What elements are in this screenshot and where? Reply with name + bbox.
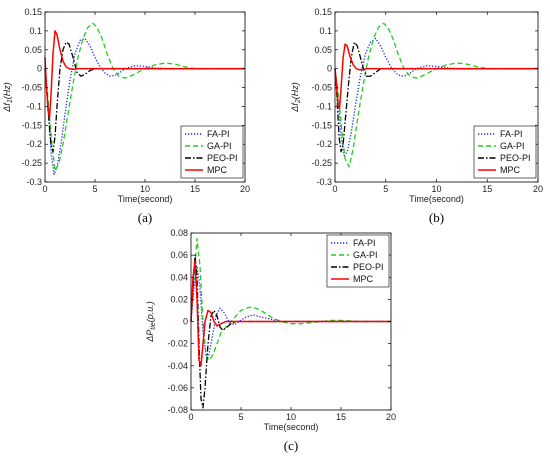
y-tick-label: 0 [37, 64, 42, 74]
y-tick-label: 0.15 [314, 7, 332, 17]
series-line-ga-pi [190, 237, 391, 361]
y-tick-label: 0.1 [29, 26, 42, 36]
series-line-mpc [44, 30, 245, 119]
y-tick-label: -0.15 [21, 120, 42, 130]
x-tick-label: 15 [482, 184, 492, 194]
y-tick-label: -0.05 [21, 83, 42, 93]
y-tick-label: -0.1 [316, 101, 332, 111]
series-line-mpc [190, 259, 391, 367]
panel-caption: (c) [284, 438, 298, 453]
x-tick-label: 0 [332, 184, 337, 194]
legend-label-mpc: MPC [353, 274, 374, 284]
y-tick-label: -0.05 [311, 83, 332, 93]
panel-c: 0 5 10 15 20 -0.08 -0.06 -0.04 -0.02 0 0.02 0.04 0.0… [145, 228, 396, 453]
x-tick-label: 0 [188, 412, 193, 422]
x-tick-label: 0 [42, 184, 47, 194]
x-tick-label: 5 [92, 184, 97, 194]
y-tick-label: 0.05 [24, 45, 42, 55]
legend-label-mpc: MPC [500, 165, 521, 175]
series-line-mpc [334, 43, 538, 110]
x-tick-label: 15 [190, 184, 200, 194]
y-tick-label: -0.1 [26, 101, 42, 111]
panel-caption: (a) [138, 210, 152, 225]
legend-label-ga-pi: GA-PI [207, 141, 232, 151]
panel-a: 0 5 10 15 20 -0.3 -0.25 -0.2 -0.15 -0.1 -0.05 0 0.05… [2, 7, 250, 225]
y-tick-label: -0.2 [316, 139, 332, 149]
y-tick-label: 0.02 [170, 294, 188, 304]
panel-b: 0 5 10 15 20 -0.3 -0.25 -0.2 -0.15 -0.1 -0.05 0 0.05… [290, 7, 543, 225]
y-tick-label: 0 [183, 317, 188, 327]
legend: FA-PI GA-PI PEO-PI MPC [473, 125, 537, 179]
legend-label-mpc: MPC [207, 165, 228, 175]
y-axis-label: Δf1(Hz) [2, 82, 14, 112]
y-tick-label: 0.08 [170, 228, 188, 238]
y-tick-label: 0.15 [24, 7, 42, 17]
y-tick-label: 0.06 [170, 250, 188, 260]
legend-label-fa-pi: FA-PI [353, 238, 376, 248]
series-line-ga-pi [44, 22, 245, 172]
y-tick-label: -0.08 [167, 405, 188, 415]
y-tick-label: -0.15 [311, 120, 332, 130]
x-axis-label: Time(second) [118, 194, 173, 204]
legend-label-fa-pi: FA-PI [207, 129, 230, 139]
y-axis-label: Δf2(Hz) [290, 82, 302, 112]
y-tick-label: 0.04 [170, 272, 188, 282]
y-tick-label: 0.05 [314, 45, 332, 55]
y-axis-label: ΔPtie(p.u.) [145, 301, 157, 342]
y-tick-label: -0.2 [26, 139, 42, 149]
y-tick-label: -0.06 [167, 383, 188, 393]
legend-label-fa-pi: FA-PI [500, 129, 523, 139]
y-tick-label: 0.1 [319, 26, 332, 36]
legend-label-ga-pi: GA-PI [353, 250, 378, 260]
y-tick-label: -0.25 [21, 158, 42, 168]
legend: FA-PI GA-PI PEO-PI MPC [180, 125, 244, 179]
y-tick-label: -0.02 [167, 339, 188, 349]
x-tick-label: 20 [533, 184, 543, 194]
y-tick-label: 0 [327, 64, 332, 74]
legend-label-ga-pi: GA-PI [500, 141, 525, 151]
x-tick-label: 10 [286, 412, 296, 422]
legend-label-peo-pi: PEO-PI [500, 153, 531, 163]
x-axis-label: Time(second) [264, 422, 319, 432]
legend-label-peo-pi: PEO-PI [353, 262, 384, 272]
y-tick-label: -0.3 [316, 177, 332, 187]
x-tick-label: 20 [386, 412, 396, 422]
y-tick-label: -0.3 [26, 177, 42, 187]
x-tick-label: 20 [240, 184, 250, 194]
legend: FA-PI GA-PI PEO-PI MPC [326, 234, 390, 288]
x-tick-label: 5 [383, 184, 388, 194]
x-tick-label: 5 [238, 412, 243, 422]
y-tick-label: -0.25 [311, 158, 332, 168]
panel-caption: (b) [429, 210, 444, 225]
x-axis-label: Time(second) [409, 194, 464, 204]
legend-label-peo-pi: PEO-PI [207, 153, 238, 163]
series-line-ga-pi [334, 22, 538, 168]
x-tick-label: 15 [336, 412, 346, 422]
x-tick-label: 10 [140, 184, 150, 194]
x-tick-label: 10 [431, 184, 441, 194]
y-tick-label: -0.04 [167, 361, 188, 371]
